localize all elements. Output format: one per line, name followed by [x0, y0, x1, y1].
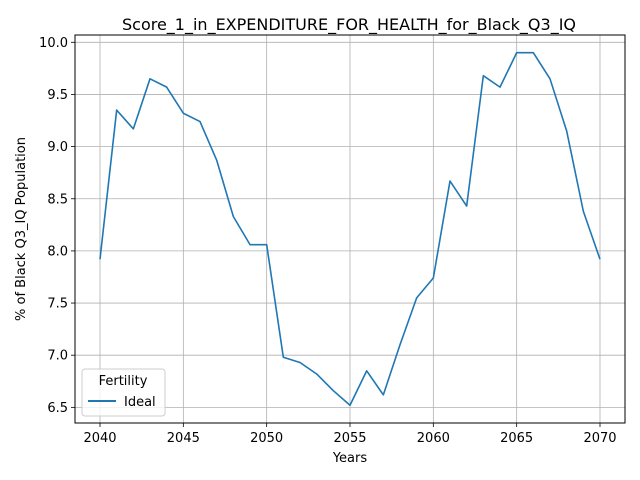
legend: Fertility Ideal — [81, 368, 166, 417]
legend-title: Fertility — [99, 374, 148, 389]
x-axis: 2040 2045 2050 2055 2060 2065 2070 — [83, 423, 617, 446]
legend-box — [81, 368, 166, 417]
series-layer — [99, 51, 601, 407]
chart-title: Score_1_in_EXPENDITURE_FOR_HEALTH_for_Bl… — [122, 15, 576, 35]
y-axis: 6.5 7.0 7.5 8.0 8.5 9.0 9.5 10.0 — [39, 36, 75, 416]
x-tick-label: 2070 — [583, 431, 616, 446]
y-tick-label: 7.0 — [47, 349, 68, 364]
grid — [75, 35, 625, 423]
x-tick-label: 2050 — [250, 431, 283, 446]
legend-label-ideal: Ideal — [124, 395, 156, 410]
x-axis-label: Years — [332, 451, 368, 466]
x-tick-label: 2060 — [417, 431, 450, 446]
x-tick-label: 2040 — [83, 431, 116, 446]
y-tick-label: 10.0 — [39, 36, 68, 51]
x-tick-label: 2045 — [167, 431, 200, 446]
y-tick-label: 9.0 — [47, 140, 68, 155]
x-tick-label: 2065 — [500, 431, 533, 446]
series-line-ideal — [99, 51, 601, 407]
y-tick-label: 8.0 — [47, 244, 68, 259]
y-tick-label: 7.5 — [47, 297, 68, 312]
y-axis-label: % of Black Q3_IQ Population — [14, 137, 29, 321]
x-tick-label: 2055 — [333, 431, 366, 446]
y-tick-label: 8.5 — [47, 192, 68, 207]
y-tick-label: 9.5 — [47, 88, 68, 103]
y-tick-label: 6.5 — [47, 401, 68, 416]
